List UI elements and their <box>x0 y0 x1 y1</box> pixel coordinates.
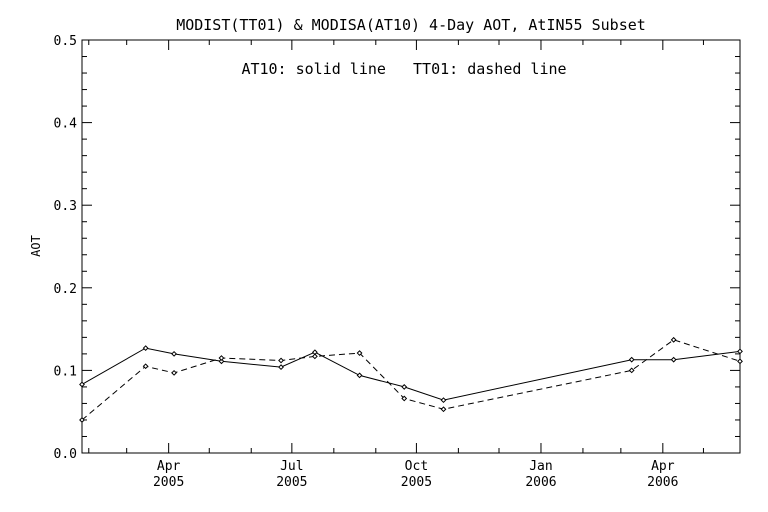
data-point-tt01 <box>79 417 85 423</box>
x-tick-year-label: 2005 <box>153 475 184 490</box>
data-point-tt01 <box>278 357 284 364</box>
plot-frame <box>81 39 741 454</box>
data-point-tt01 <box>171 369 177 376</box>
x-tick-month-label: Jul <box>280 459 303 474</box>
x-tick-month-label: Apr <box>157 459 181 474</box>
x-tick-month-label: Oct <box>405 459 428 474</box>
x-tick-year-label: 2005 <box>401 475 432 490</box>
x-tick-year-label: 2005 <box>276 475 307 490</box>
chart-line-style-note: AT10: solid line TT01: dashed line <box>241 60 566 78</box>
data-point-at10 <box>401 384 408 390</box>
y-tick-label: 0.5 <box>54 34 77 49</box>
data-point-tt01 <box>142 363 149 370</box>
data-point-tt01 <box>737 358 743 365</box>
series-group <box>79 336 743 423</box>
data-point-at10 <box>278 364 284 371</box>
data-point-at10 <box>171 350 177 357</box>
y-tick-label: 0.1 <box>54 364 77 379</box>
series-line-tt01 <box>81 339 741 421</box>
data-point-at10 <box>356 372 363 379</box>
data-point-at10 <box>79 381 85 388</box>
y-tick-label: 0.0 <box>54 447 77 462</box>
data-point-tt01 <box>628 367 635 374</box>
x-tick-month-label: Apr <box>651 459 675 474</box>
y-tick-label: 0.4 <box>54 117 78 132</box>
x-tick-month-label: Jan <box>529 459 552 474</box>
y-tick-label: 0.2 <box>54 282 77 297</box>
x-tick-year-label: 2006 <box>525 475 556 490</box>
data-point-at10 <box>142 345 149 352</box>
data-point-tt01 <box>218 355 225 361</box>
x-tick-year-label: 2006 <box>647 475 678 490</box>
data-point-tt01 <box>670 336 677 343</box>
data-point-at10 <box>737 348 743 355</box>
data-point-at10 <box>440 397 447 404</box>
data-point-at10 <box>218 358 225 365</box>
data-point-at10 <box>670 356 677 363</box>
y-axis-label: AOT <box>29 235 43 257</box>
data-point-tt01 <box>311 353 318 360</box>
data-point-tt01 <box>356 350 363 356</box>
data-point-tt01 <box>401 395 408 402</box>
axes-group: 0.00.10.20.30.40.5Apr2005Jul2005Oct2005J… <box>54 34 740 490</box>
y-tick-label: 0.3 <box>54 199 77 214</box>
data-point-tt01 <box>440 406 447 413</box>
chart-title: MODIST(TT01) & MODISA(AT10) 4-Day AOT, A… <box>176 16 646 34</box>
data-point-at10 <box>628 356 635 363</box>
series-line-at10 <box>81 347 741 401</box>
